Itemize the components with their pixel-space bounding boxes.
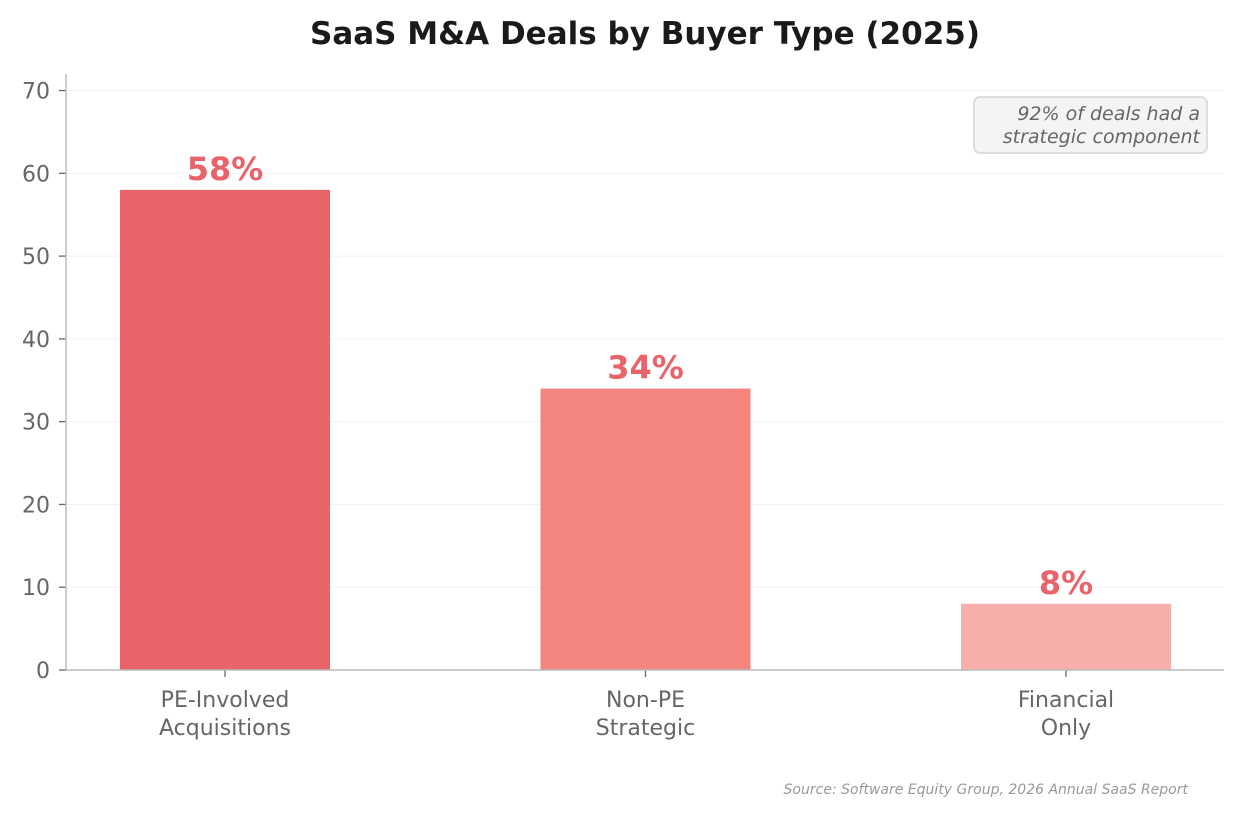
axes: 0 10 20 30 40 50 60 70 PE-Involved Acquisitions No… — [22, 74, 1224, 741]
y-tick-label: 0 — [36, 659, 50, 684]
bar — [540, 388, 751, 670]
source-note: Source: Software Equity Group, 2026 Annu… — [784, 782, 1189, 798]
y-tick-label: 30 — [22, 411, 50, 436]
chart-title: SaaS M&A Deals by Buyer Type (2025) — [310, 16, 980, 52]
y-tick-label: 50 — [22, 245, 50, 270]
data-label: 8% — [1039, 564, 1093, 602]
data-label: 58% — [187, 150, 264, 188]
annotation-text: 92% of deals had a — [1017, 103, 1200, 125]
y-tick-label: 40 — [22, 328, 50, 353]
bar — [120, 189, 330, 670]
data-label: 34% — [607, 349, 684, 387]
data-labels: 58% 34% 8% — [187, 150, 1093, 602]
y-tick-label: 20 — [22, 493, 50, 518]
x-tick-label: Strategic — [596, 716, 695, 741]
x-tick-label: Acquisitions — [159, 716, 291, 741]
x-tick-label: Only — [1041, 716, 1091, 741]
x-tick-label: Non-PE — [606, 688, 685, 713]
bars — [120, 189, 1171, 670]
y-tick-label: 10 — [22, 576, 50, 601]
x-tick-label: PE-Involved — [161, 688, 290, 713]
x-tick-label: Financial — [1018, 688, 1114, 713]
y-tick-label: 60 — [22, 162, 50, 187]
annotation-text: strategic component — [1003, 126, 1202, 148]
y-tick-label: 70 — [22, 80, 50, 105]
annotation-background — [973, 96, 1208, 154]
bar — [961, 603, 1171, 670]
